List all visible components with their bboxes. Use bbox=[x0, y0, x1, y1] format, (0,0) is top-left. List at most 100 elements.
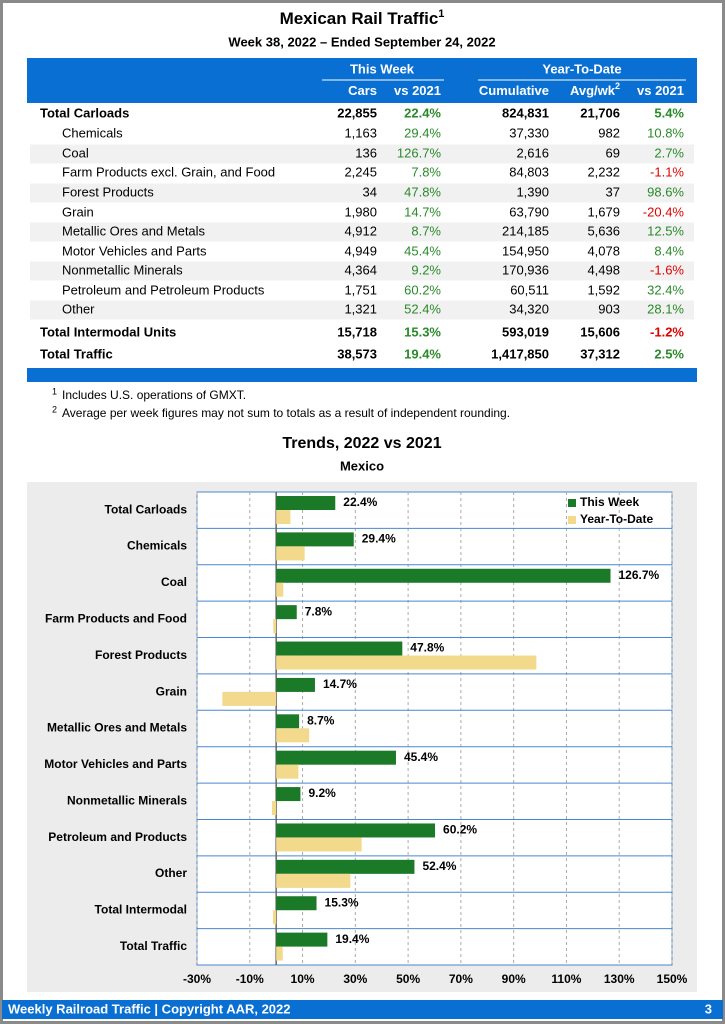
cell: 29.4% bbox=[404, 125, 441, 140]
column-header-text: Avg/wk bbox=[570, 83, 616, 98]
cell: 2,245 bbox=[344, 164, 377, 179]
row-label: Total Carloads bbox=[40, 105, 129, 120]
x-tick-label: -30% bbox=[183, 972, 211, 986]
cell: 52.4% bbox=[404, 301, 441, 316]
bar bbox=[276, 764, 299, 779]
cell: 4,498 bbox=[587, 262, 620, 277]
y-tick-label: Petroleum and Products bbox=[48, 830, 187, 844]
y-tick-label: Farm Products and Food bbox=[45, 612, 187, 626]
column-header-text: vs 2021 bbox=[637, 83, 684, 98]
x-tick-label: 10% bbox=[291, 972, 315, 986]
footnote-text: Average per week figures may not sum to … bbox=[62, 406, 510, 420]
x-tick-label: -10% bbox=[236, 972, 264, 986]
group-header: Year-To-Date bbox=[542, 61, 621, 76]
row-label: Petroleum and Petroleum Products bbox=[62, 282, 265, 297]
cell: 136 bbox=[355, 145, 377, 160]
cell: 1,751 bbox=[344, 282, 377, 297]
cell: 37 bbox=[606, 184, 620, 199]
data-label: 15.3% bbox=[325, 895, 359, 909]
cell: 1,321 bbox=[344, 301, 377, 316]
column-header-text: vs 2021 bbox=[394, 83, 441, 98]
cell: 593,019 bbox=[502, 324, 549, 339]
cell: 60.2% bbox=[404, 282, 441, 297]
column-header: Cars bbox=[348, 83, 377, 98]
table-footer-bar bbox=[27, 368, 697, 382]
footnote-text: Includes U.S. operations of GMXT. bbox=[62, 388, 246, 402]
bar bbox=[276, 728, 310, 743]
row-label: Total Traffic bbox=[40, 346, 113, 361]
column-header: vs 2021 bbox=[637, 83, 684, 98]
bar bbox=[276, 946, 283, 961]
cell: 34,320 bbox=[509, 301, 549, 316]
x-tick-label: 150% bbox=[657, 972, 688, 986]
cell: 63,790 bbox=[509, 204, 549, 219]
row-label: Motor Vehicles and Parts bbox=[62, 243, 207, 258]
bar bbox=[276, 641, 403, 656]
bar bbox=[276, 546, 305, 561]
y-tick-label: Forest Products bbox=[95, 648, 187, 662]
cell: 84,803 bbox=[509, 164, 549, 179]
row-label: Chemicals bbox=[62, 125, 123, 140]
column-header: Avg/wk2 bbox=[570, 81, 620, 98]
cell: 1,163 bbox=[344, 125, 377, 140]
cell: 1,679 bbox=[587, 204, 620, 219]
bar bbox=[276, 496, 336, 510]
bar bbox=[276, 823, 436, 838]
cell: 2.5% bbox=[654, 346, 684, 361]
row-label: Grain bbox=[62, 204, 94, 219]
footer-bar bbox=[2, 1000, 723, 1019]
footnote-mark: 1 bbox=[52, 386, 57, 396]
row-label: Metallic Ores and Metals bbox=[62, 223, 206, 238]
cell: -1.2% bbox=[650, 324, 684, 339]
row-label: Total Intermodal Units bbox=[40, 324, 176, 339]
cell: 14.7% bbox=[404, 204, 441, 219]
y-tick-label: Grain bbox=[156, 684, 187, 698]
cell: 22.4% bbox=[404, 105, 441, 120]
cell: 15,606 bbox=[580, 324, 620, 339]
cell: -1.1% bbox=[650, 164, 684, 179]
data-label: 47.8% bbox=[410, 641, 444, 655]
cell: 4,949 bbox=[344, 243, 377, 258]
data-label: 9.2% bbox=[308, 786, 336, 800]
title-note: 1 bbox=[438, 8, 444, 20]
bar bbox=[276, 568, 611, 583]
y-tick-label: Nonmetallic Minerals bbox=[67, 793, 187, 807]
cell: 170,936 bbox=[502, 262, 549, 277]
row-label: Forest Products bbox=[62, 184, 154, 199]
x-tick-label: 70% bbox=[449, 972, 473, 986]
cell: 1,417,850 bbox=[491, 346, 549, 361]
cell: 5,636 bbox=[587, 223, 620, 238]
y-tick-label: Other bbox=[155, 866, 187, 880]
row-label: Other bbox=[62, 301, 95, 316]
title-text: Mexican Rail Traffic bbox=[280, 9, 439, 28]
cell: 19.4% bbox=[404, 346, 441, 361]
row-stripe bbox=[30, 300, 694, 320]
x-tick-label: 30% bbox=[343, 972, 367, 986]
subtitle: Week 38, 2022 – Ended September 24, 2022 bbox=[228, 34, 495, 49]
cell: 1,980 bbox=[344, 204, 377, 219]
column-header-text: Cumulative bbox=[479, 83, 549, 98]
bar bbox=[271, 801, 277, 816]
data-label: 126.7% bbox=[619, 568, 660, 582]
row-stripe bbox=[30, 261, 694, 281]
row-label: Coal bbox=[62, 145, 89, 160]
x-tick-label: 50% bbox=[396, 972, 420, 986]
y-tick-label: Motor Vehicles and Parts bbox=[44, 757, 187, 771]
cell: 15.3% bbox=[404, 324, 441, 339]
y-tick-label: Coal bbox=[161, 575, 187, 589]
bar bbox=[276, 837, 362, 852]
chart-subtitle: Mexico bbox=[340, 458, 384, 473]
legend-swatch bbox=[568, 499, 576, 507]
cell: 34 bbox=[363, 184, 377, 199]
x-tick-label: 130% bbox=[604, 972, 635, 986]
bar bbox=[276, 714, 300, 729]
bar bbox=[276, 582, 284, 597]
legend-swatch bbox=[568, 516, 576, 524]
cell: 47.8% bbox=[404, 184, 441, 199]
cell: 10.8% bbox=[647, 125, 684, 140]
cell: 214,185 bbox=[502, 223, 549, 238]
page-number: 3 bbox=[705, 1001, 712, 1016]
y-tick-label: Total Carloads bbox=[105, 502, 188, 516]
